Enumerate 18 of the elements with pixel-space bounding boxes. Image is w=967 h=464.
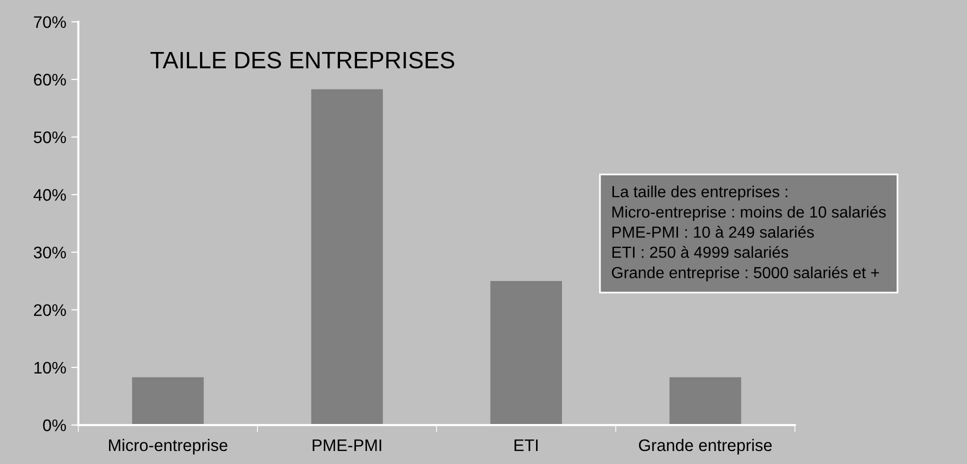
y-tick-label: 30% [34,246,66,258]
x-tick-label: Grande entreprise [638,438,772,454]
x-tick-label: ETI [514,440,538,451]
bar [132,377,204,426]
y-tick-label: 40% [34,189,66,201]
x-tick-label: Micro-entreprise [109,438,228,454]
text: TAILLE DES ENTREPRISES [150,52,454,68]
y-tick-label: 20% [34,304,66,316]
bar [669,377,742,426]
y-tick-label: 70% [34,16,66,28]
y-tick-label: 50% [34,131,66,144]
bar [490,281,562,426]
y-tick-label: 60% [34,74,66,86]
bar [311,89,383,426]
annotation: La taille des entreprises : Micro-entreprise : moins de 10 salariés PME-PMI : 10 à 249 salariés ETI : 250 à 4999 salariés Grande entreprise : 5000 salariés et + [612,186,886,282]
x-tick-label: PME-PMI [312,440,382,451]
y-tick-label: 0% [43,419,66,432]
y-tick-label: 10% [34,362,66,374]
